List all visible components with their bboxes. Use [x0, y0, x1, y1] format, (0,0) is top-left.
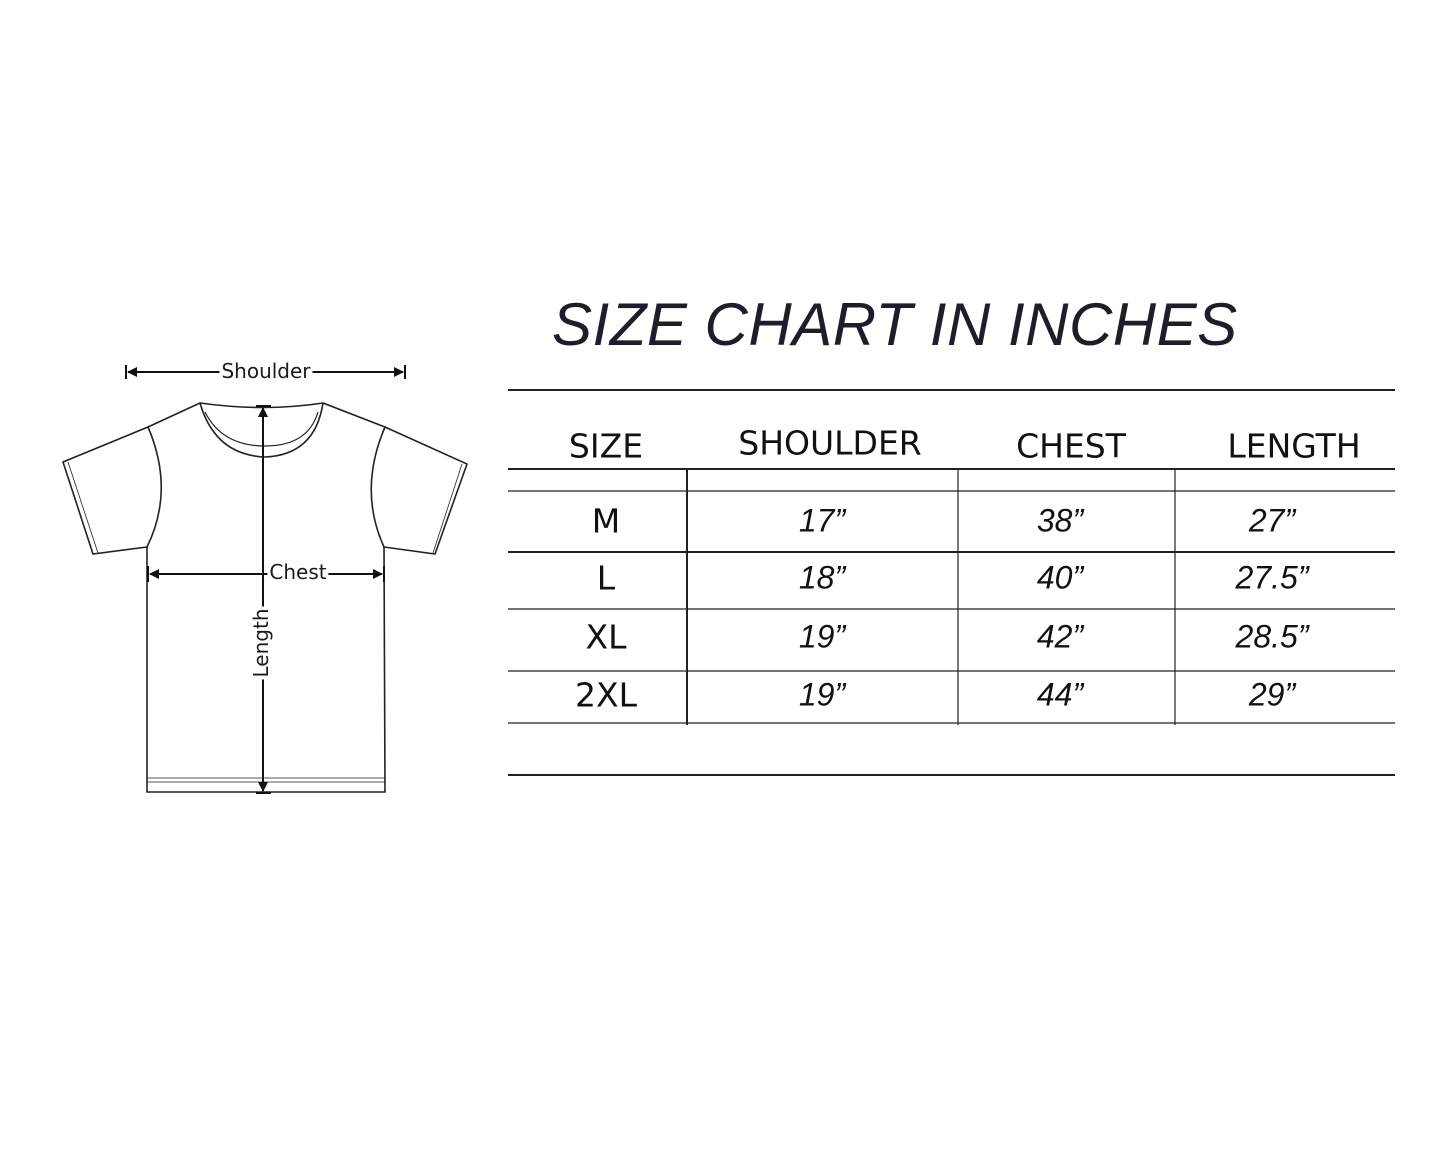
size-cell: XL: [585, 617, 627, 657]
measurement-cell: 17”: [798, 502, 846, 539]
header-chest: CHEST: [1016, 426, 1126, 466]
measurement-cell: 40”: [1036, 559, 1084, 596]
length-label: Length: [249, 606, 273, 680]
size-chart-title: SIZE CHART IN INCHES: [552, 291, 1238, 358]
measurement-cell: 27.5”: [1235, 559, 1309, 596]
measurement-cell: 44”: [1036, 676, 1084, 713]
size-cell: M: [591, 501, 621, 541]
measurement-cell: 27”: [1248, 502, 1296, 539]
measurement-cell: 42”: [1036, 618, 1084, 655]
measurement-cell: 19”: [798, 676, 846, 713]
size-cell: 2XL: [575, 675, 637, 715]
chest-label: Chest: [267, 560, 329, 584]
header-shoulder: SHOULDER: [738, 423, 922, 463]
header-length: LENGTH: [1227, 426, 1361, 466]
size-cell: L: [596, 558, 616, 598]
shoulder-label: Shoulder: [219, 359, 313, 383]
measurement-cell: 38”: [1036, 502, 1084, 539]
measurement-cell: 18”: [798, 559, 846, 596]
header-size: SIZE: [568, 426, 644, 466]
tshirt-outline: [62, 402, 469, 793]
measurement-arrows: [125, 365, 406, 794]
measurement-cell: 29”: [1248, 676, 1296, 713]
table-grid: [508, 389, 1395, 776]
measurement-cell: 19”: [798, 618, 846, 655]
measurement-cell: 28.5”: [1235, 618, 1309, 655]
